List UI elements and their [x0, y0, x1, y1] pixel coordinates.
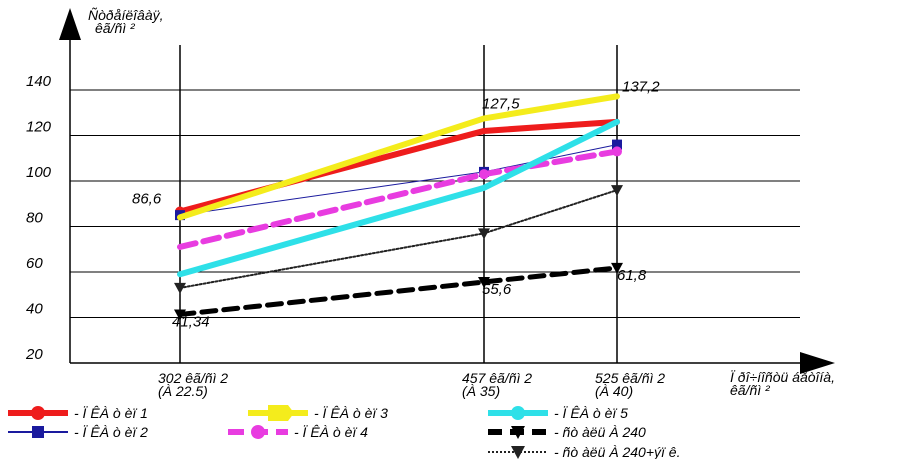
data-point	[174, 309, 186, 321]
x-tick-label: 302 êã/ñì 2	[158, 370, 228, 386]
y-tick-label: 120	[26, 119, 52, 136]
x-tick-label: 525 êã/ñì 2	[595, 370, 665, 386]
legend-label: - Ï ÊÀ ò èï 1	[74, 405, 148, 421]
y-axis-arrowhead	[59, 8, 81, 40]
data-label: 127,5	[482, 95, 520, 112]
legend-label: - Ï ÊÀ ò èï 3	[314, 405, 388, 421]
series-group	[174, 93, 623, 321]
legend-item-7: - ñò àëü À 240+ýï ê.	[488, 444, 680, 459]
data-point	[611, 262, 623, 274]
legend-item-1: - Ï ÊÀ ò èï 1	[8, 405, 148, 421]
data-point	[612, 139, 622, 150]
y-axis-title: êã/ñì ²	[95, 20, 136, 36]
annotations: 86,6 127,5 137,2 41,34 55,6 61,8	[132, 78, 660, 330]
legend-item-2: - Ï ÊÀ ò èï 2	[8, 424, 148, 440]
data-label: 55,6	[482, 281, 512, 298]
x-tick-label: (À 35)	[462, 383, 500, 399]
data-point	[174, 282, 186, 294]
series-6	[174, 262, 623, 321]
legend-marker	[32, 426, 44, 438]
legend-marker	[31, 406, 45, 420]
axes	[59, 8, 835, 374]
x-tick-label: (À 40)	[595, 383, 633, 399]
legend-marker	[268, 405, 294, 421]
data-label: 61,8	[617, 267, 647, 284]
legend-item-4: - Ï ÊÀ ò èï 4	[228, 424, 368, 440]
data-point	[478, 228, 490, 240]
data-label: 41,34	[172, 313, 210, 330]
series-line	[177, 265, 620, 317]
legend-marker	[511, 446, 525, 459]
data-label: 137,2	[622, 78, 660, 95]
data-point	[479, 169, 489, 180]
legend-label: - Ï ÊÀ ò èï 5	[554, 405, 628, 421]
data-point	[611, 185, 623, 197]
series-5	[177, 118, 620, 278]
series-line	[177, 118, 620, 278]
y-axis-title: Ñòðåíëîâàÿ,	[88, 7, 164, 23]
legend-item-6: - ñò àëü À 240	[488, 424, 646, 440]
legend-item-5: - Ï ÊÀ ò èï 5	[488, 405, 628, 421]
x-tick-label: 457 êã/ñì 2	[462, 370, 532, 386]
y-tick-label: 40	[26, 301, 43, 318]
x-tick-label: (À 22.5)	[158, 383, 208, 399]
series-7	[174, 185, 623, 294]
legend-label: - Ï ÊÀ ò èï 2	[74, 424, 148, 440]
x-axis-title: Ï ðî÷íîñòü áåòîíà,	[730, 369, 835, 385]
y-tick-label: 60	[26, 255, 43, 272]
legend-marker	[511, 406, 525, 420]
series-line	[177, 93, 620, 221]
data-label: 86,6	[132, 190, 162, 207]
legend-label: - Ï ÊÀ ò èï 4	[294, 424, 368, 440]
legend-marker	[511, 426, 525, 439]
x-axis-arrowhead	[800, 352, 835, 374]
y-tick-label: 100	[26, 164, 52, 181]
axis-titles: Ñòðåíëîâàÿ,êã/ñì ²Ï ðî÷íîñòü áåòîíà,êã/ñ…	[88, 7, 835, 398]
series-1	[175, 118, 620, 217]
legend-label: - ñò àëü À 240	[554, 424, 646, 440]
data-point	[612, 146, 622, 157]
legend-item-3: - Ï ÊÀ ò èï 3	[248, 405, 388, 421]
series-4	[177, 146, 622, 250]
y-tick-label: 140	[26, 73, 52, 90]
legend-label: - ñò àëü À 240+ýï ê.	[554, 444, 680, 459]
y-tick-label: 80	[26, 210, 43, 227]
series-3	[177, 93, 620, 221]
y-tick-labels: 20 40 60 80 100 120 140	[25, 73, 52, 363]
legend: - Ï ÊÀ ò èï 1 - Ï ÊÀ ò èï 2 - Ï ÊÀ ò èï 3 -…	[8, 405, 680, 459]
legend-marker	[251, 425, 265, 439]
x-axis-title: êã/ñì ²	[730, 382, 771, 398]
y-tick-label: 20	[25, 346, 43, 363]
data-point	[478, 277, 490, 289]
x-tick-labels: 302 êã/ñì 2(À 22.5) 457 êã/ñì 2(À 35) 525 …	[158, 370, 665, 399]
